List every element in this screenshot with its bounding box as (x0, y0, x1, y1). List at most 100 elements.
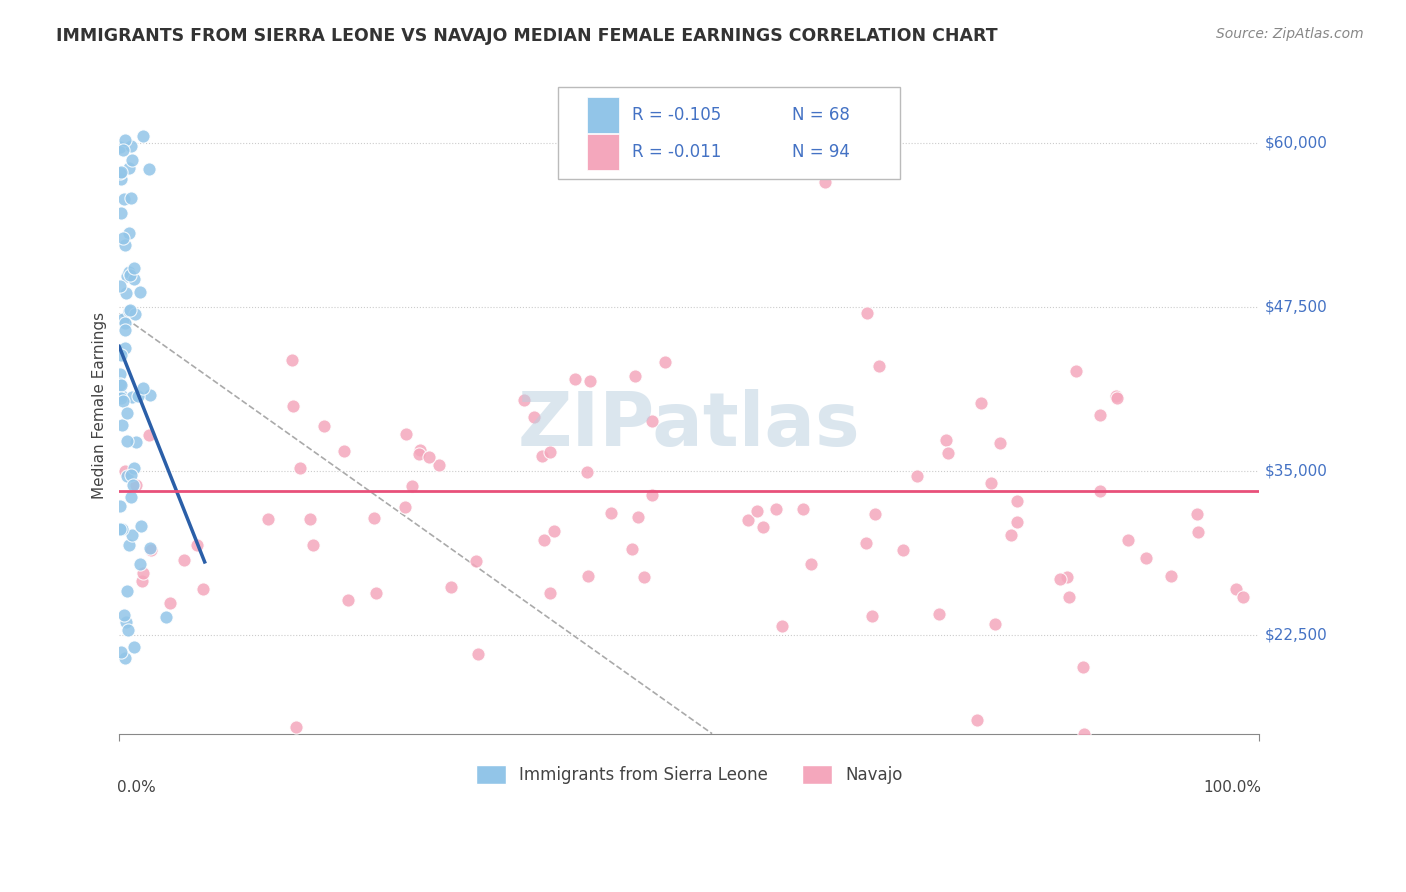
Point (641, 415, 664, 429)
Point (1232, 590, 1254, 604)
Point (138, 541, 160, 556)
Point (110, 392, 132, 406)
Point (868, 359, 890, 373)
Point (112, 143, 135, 157)
Point (173, 553, 195, 567)
Point (124, 461, 146, 475)
Point (752, 520, 775, 534)
Point (1185, 507, 1208, 521)
Point (110, 378, 132, 392)
Point (112, 192, 135, 206)
Point (1187, 525, 1209, 540)
Point (1088, 483, 1111, 498)
Point (111, 230, 134, 244)
Point (1135, 550, 1157, 565)
Point (928, 607, 950, 621)
Point (114, 464, 136, 478)
Point (620, 541, 643, 556)
Point (114, 317, 136, 331)
Point (814, 176, 837, 190)
Point (792, 502, 814, 516)
Point (408, 447, 430, 461)
Point (108, 368, 131, 382)
Point (579, 374, 602, 388)
Point (108, 522, 131, 536)
Point (124, 307, 146, 321)
Point (800, 557, 823, 571)
Text: Source: ZipAtlas.com: Source: ZipAtlas.com (1216, 27, 1364, 41)
Point (281, 399, 304, 413)
Point (543, 524, 565, 539)
Point (121, 528, 143, 542)
Point (627, 510, 650, 524)
Point (108, 376, 131, 391)
Point (935, 434, 957, 448)
Point (118, 265, 141, 279)
Point (1064, 364, 1087, 378)
Point (129, 557, 152, 571)
Text: R = -0.011: R = -0.011 (633, 143, 721, 161)
Y-axis label: Median Female Earnings: Median Female Earnings (93, 312, 107, 500)
Legend: Immigrants from Sierra Leone, Navajo: Immigrants from Sierra Leone, Navajo (470, 758, 910, 791)
Point (120, 468, 142, 483)
Point (863, 508, 886, 522)
Point (111, 312, 134, 326)
Point (1105, 391, 1128, 405)
Point (120, 303, 142, 318)
FancyBboxPatch shape (558, 87, 900, 179)
Point (110, 165, 132, 179)
Point (538, 586, 561, 600)
Point (138, 161, 160, 176)
Point (127, 389, 149, 403)
Point (122, 640, 145, 654)
Point (984, 616, 1007, 631)
Point (1000, 528, 1022, 542)
Text: R = -0.105: R = -0.105 (633, 106, 721, 124)
Point (575, 465, 598, 479)
Point (114, 238, 136, 252)
Point (111, 417, 134, 432)
Point (623, 369, 645, 384)
Point (115, 286, 138, 301)
Point (990, 436, 1012, 450)
Point (980, 476, 1002, 491)
Point (110, 348, 132, 362)
Point (936, 446, 959, 460)
Point (120, 491, 142, 505)
Point (578, 569, 600, 583)
Point (110, 278, 132, 293)
Point (122, 261, 145, 276)
Point (856, 305, 879, 319)
Point (121, 153, 143, 167)
Point (394, 500, 416, 515)
Point (401, 479, 423, 493)
Point (633, 570, 655, 584)
Text: $60,000: $60,000 (1265, 136, 1329, 151)
Point (363, 510, 385, 524)
Point (110, 206, 132, 220)
Point (132, 381, 155, 395)
Point (186, 537, 208, 551)
Point (1005, 515, 1028, 529)
Point (1225, 582, 1247, 596)
Point (599, 506, 621, 520)
Point (418, 450, 440, 464)
Point (114, 323, 136, 337)
Point (118, 538, 141, 552)
Point (257, 512, 280, 526)
Point (538, 445, 561, 459)
Text: N = 68: N = 68 (792, 106, 849, 124)
Point (523, 410, 546, 425)
Point (1071, 659, 1094, 673)
Point (138, 388, 160, 402)
Point (115, 406, 138, 420)
Point (641, 488, 664, 502)
Point (117, 303, 139, 318)
Point (1088, 409, 1111, 423)
Point (114, 133, 136, 147)
Point (111, 522, 134, 536)
Point (117, 623, 139, 637)
Point (125, 434, 148, 449)
Point (288, 461, 311, 475)
Point (159, 596, 181, 610)
